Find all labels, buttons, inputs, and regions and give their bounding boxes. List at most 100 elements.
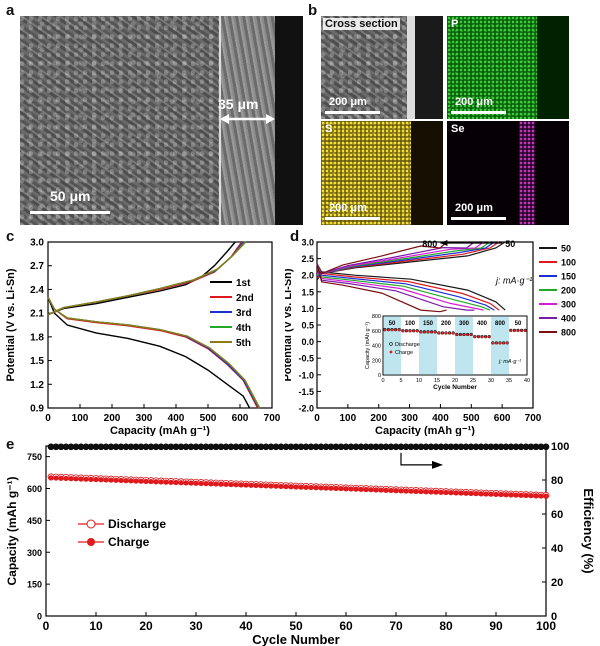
inset-charge-point	[444, 332, 448, 335]
charge-point	[108, 477, 114, 483]
charge-point	[53, 475, 59, 481]
x-tick-label: 30	[189, 619, 203, 633]
charge-point	[83, 476, 89, 482]
x-tick-label: 400	[432, 413, 449, 424]
inset-rate-label: 400	[477, 321, 488, 327]
inset-charge-point	[516, 329, 520, 332]
charge-point	[243, 482, 249, 488]
charge-point	[393, 488, 399, 494]
inset-charge-point	[477, 335, 480, 339]
inset-charge-point	[502, 342, 505, 345]
inset-charge-point	[524, 329, 527, 332]
charge-point	[478, 491, 484, 497]
inset-charge-point	[398, 328, 401, 332]
y-left-tick-label: 750	[27, 452, 42, 462]
charge-point	[363, 486, 369, 493]
inset-rate-band	[455, 316, 473, 375]
inset-charge-point	[390, 328, 394, 332]
charge-point	[273, 483, 279, 489]
y-right-tick-label: 60	[551, 509, 563, 521]
dark-background	[275, 16, 303, 225]
charge-point	[333, 485, 339, 491]
charge-point	[63, 475, 69, 482]
x-tick-label: 40	[239, 619, 253, 633]
plot-frame	[47, 241, 273, 409]
charge-point	[233, 482, 239, 488]
chart-e: 0 10 20 30 40 50 60 70 80 90 100015030045060075002…	[5, 441, 596, 646]
plot-frame	[45, 445, 547, 617]
x-tick-label: 0	[314, 413, 320, 424]
charge-point	[453, 490, 459, 496]
charge-point	[513, 492, 519, 498]
discharge-curve-2nd	[47, 296, 259, 409]
charge-point	[348, 486, 354, 492]
charge-point	[308, 484, 314, 491]
charge-point	[238, 482, 244, 488]
y-right-axis-label: Efficiency (%)	[581, 488, 596, 573]
inset-charge-point	[506, 342, 509, 345]
charge-curve-5th	[47, 241, 247, 316]
x-tick-label: 0	[43, 619, 50, 633]
inset-charge-point	[488, 335, 491, 339]
s-element-map: S 200 μm	[321, 121, 443, 225]
legend-label-400: 400	[561, 314, 576, 324]
inset-x-tick-label: 20	[452, 378, 458, 384]
inset-charge-point	[394, 328, 397, 332]
charge-point	[523, 492, 529, 499]
y-axis-label: Potential (V vs. Li-Sn)	[285, 268, 294, 381]
charge-point	[263, 483, 269, 489]
legend-label-2nd: 2nd	[236, 293, 254, 304]
y-left-tick-label: 300	[27, 548, 42, 558]
charge-point	[103, 477, 109, 483]
charge-point	[283, 483, 289, 490]
y-left-axis-label: Capacity (mAh g⁻¹)	[5, 476, 19, 585]
inset-rate-label: 150	[423, 321, 434, 327]
inset-charge-point	[498, 342, 502, 345]
sem-surface-image: 35 μm 50 μm	[20, 16, 303, 225]
inset-charge-point	[480, 335, 484, 339]
inset-charge-point	[426, 331, 430, 334]
charge-curve-3rd	[47, 241, 244, 316]
x-tick-label: 300	[136, 413, 153, 424]
x-tick-label: 600	[494, 413, 511, 424]
charge-point	[73, 476, 79, 482]
x-tick-label: 100	[72, 413, 89, 424]
inset-x-tick-label: 25	[470, 378, 476, 384]
charge-point	[128, 478, 134, 484]
p-map-background	[537, 16, 569, 119]
inset-y-tick-label: 200	[372, 358, 381, 364]
inset-charge-point	[509, 329, 512, 332]
y-right-tick-label: 20	[551, 577, 563, 589]
inset-y-tick-label: 600	[372, 329, 381, 335]
y-left-tick-label: 600	[27, 484, 42, 494]
charge-point	[163, 479, 169, 485]
charge-point	[258, 483, 264, 489]
se-element-map: Se 200 μm	[447, 121, 569, 225]
charge-point	[433, 489, 439, 495]
x-tick-label: 70	[389, 619, 403, 633]
inset-x-tick-label: 35	[506, 378, 512, 384]
inset-legend-discharge: Discharge	[395, 342, 420, 348]
charge-point	[448, 490, 454, 496]
charge-point	[208, 481, 214, 487]
legend-label-3rd: 3rd	[236, 308, 252, 319]
inset-legend-charge-marker	[389, 350, 393, 354]
charge-point	[388, 487, 394, 494]
charge-point	[203, 480, 209, 487]
charge-point	[398, 488, 404, 494]
charge-point	[378, 487, 384, 493]
inset-charge-point	[416, 329, 419, 333]
y-tick-label: 3.0	[30, 238, 44, 249]
charge-point	[93, 476, 99, 483]
y-right-tick-label: 40	[551, 543, 563, 555]
inset-legend-discharge-marker	[389, 342, 393, 346]
y-tick-label: -1.0	[298, 370, 314, 380]
arrow-label-left: 800	[422, 239, 437, 249]
inset-charge-point	[491, 342, 494, 345]
x-tick-label: 200	[104, 413, 121, 424]
charge-point	[143, 478, 149, 484]
charge-point	[188, 480, 194, 486]
charge-point	[68, 476, 74, 482]
axis-pointer-arrow	[400, 452, 436, 466]
charge-point	[288, 484, 294, 490]
